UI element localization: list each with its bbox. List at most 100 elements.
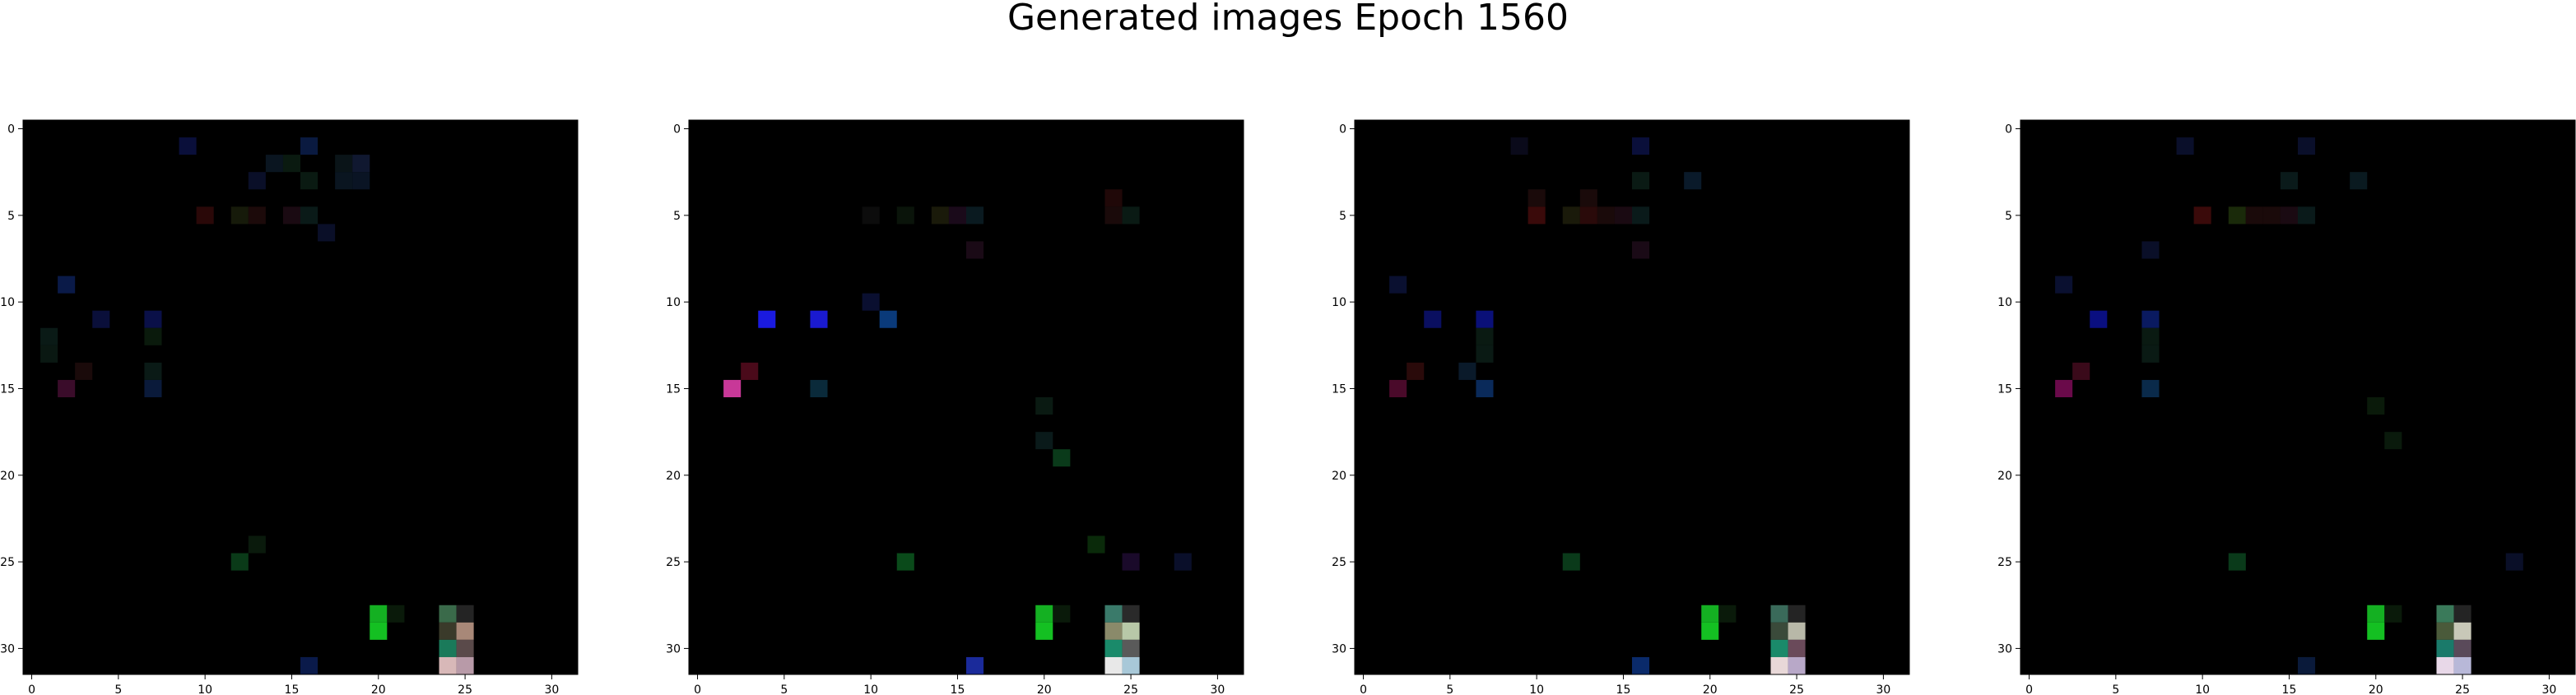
y-tick-label: 30 <box>666 642 681 656</box>
image-pixel <box>2436 639 2454 657</box>
image-pixel <box>1632 172 1650 190</box>
image-pixel <box>2436 622 2454 640</box>
y-tick-label: 5 <box>7 210 15 223</box>
image-pixel <box>1174 553 1192 571</box>
image-pixel <box>862 293 880 311</box>
image-pixel <box>1104 605 1123 623</box>
image-pixel <box>966 206 984 225</box>
image-pixel <box>230 206 249 225</box>
image-pixel <box>1476 310 1494 328</box>
image-pixel <box>2176 137 2194 155</box>
image-pixel <box>2141 327 2160 345</box>
image-pixel <box>144 310 162 328</box>
image-pixel <box>1527 206 1546 225</box>
image-pixel <box>1035 622 1053 640</box>
image-pixel <box>1770 622 1788 640</box>
image-pixel <box>439 622 457 640</box>
image-pixel <box>456 622 474 640</box>
x-tick-label: 5 <box>780 683 788 695</box>
image-panel-4: 0 5 10 15 20 25 30 0 5 10 15 20 25 30 <box>1997 119 2576 695</box>
image-pixel <box>2453 622 2471 640</box>
image-pixel <box>2228 206 2246 225</box>
y-tick-label: 15 <box>1997 382 2012 396</box>
image-background <box>2020 120 2575 674</box>
x-tick-label: 0 <box>28 683 35 695</box>
x-tick-label: 10 <box>1529 683 1544 695</box>
image-pixel <box>387 605 405 623</box>
image-pixel <box>1770 605 1788 623</box>
image-pixel <box>1632 241 1650 259</box>
image-pixel <box>2367 622 2385 640</box>
image-pixel <box>2453 656 2471 674</box>
image-pixel <box>896 206 914 225</box>
image-pixel <box>58 379 76 397</box>
image-pixel <box>2298 206 2316 225</box>
y-tick-label: 10 <box>1332 296 1346 309</box>
x-tick-label: 20 <box>1703 683 1718 695</box>
image-pixel <box>144 379 162 397</box>
image-pixel <box>1053 449 1071 467</box>
image-pixel <box>723 379 742 397</box>
image-pixel <box>2350 172 2368 190</box>
x-tick-label: 0 <box>2025 683 2033 695</box>
image-pixel <box>1104 189 1123 207</box>
y-tick-label: 25 <box>666 556 681 569</box>
image-pixel <box>1122 206 1140 225</box>
image-pixel <box>1701 622 1719 640</box>
image-pixel <box>2090 310 2108 328</box>
image-pixel <box>75 362 93 380</box>
y-tick-label: 30 <box>1332 642 1346 656</box>
image-pixel <box>1476 345 1494 363</box>
image-pixel <box>1424 310 1442 328</box>
image-pixel <box>230 553 249 571</box>
y-tick-label: 25 <box>1997 556 2012 569</box>
x-tick-label: 10 <box>2195 683 2210 695</box>
image-pixel <box>2245 206 2263 225</box>
image-pixel <box>1632 206 1650 225</box>
axes-frame <box>22 119 579 675</box>
image-pixel <box>1122 639 1140 657</box>
x-tick-label: 5 <box>114 683 122 695</box>
image-pixel <box>2453 639 2471 657</box>
image-pixel <box>1684 172 1702 190</box>
y-tick-label: 5 <box>1339 210 1346 223</box>
x-tick-label: 15 <box>2282 683 2297 695</box>
image-pixel <box>1104 656 1123 674</box>
x-tick-label: 20 <box>371 683 386 695</box>
image-pixel <box>931 206 949 225</box>
x-tick-label: 10 <box>863 683 878 695</box>
image-pixel <box>1389 276 1407 294</box>
image-pixel <box>248 172 266 190</box>
image-pixel <box>2453 605 2471 623</box>
image-pixel <box>2298 656 2316 674</box>
y-tick-label: 20 <box>1332 470 1346 483</box>
image-pixel <box>2280 206 2298 225</box>
image-pixel <box>2072 362 2090 380</box>
image-pixel <box>335 172 353 190</box>
x-tick-label: 30 <box>2541 683 2556 695</box>
image-pixel <box>40 327 58 345</box>
image-pixel <box>179 137 197 155</box>
image-pixel <box>1104 622 1123 640</box>
image-background <box>1355 120 1909 674</box>
image-pixel <box>2262 206 2281 225</box>
image-panel-3: 0 5 10 15 20 25 30 0 5 10 15 20 25 30 <box>1332 119 1910 695</box>
image-pixel <box>1788 656 1806 674</box>
image-pixel <box>966 241 984 259</box>
image-pixel <box>758 310 776 328</box>
image-panel-2: 0 5 10 15 20 25 30 0 5 10 15 20 25 30 <box>666 119 1244 695</box>
y-tick-label: 15 <box>0 382 15 396</box>
image-pixel <box>741 362 759 380</box>
x-tick-label: 25 <box>1789 683 1804 695</box>
image-pixel <box>265 155 283 173</box>
image-pixel <box>58 276 76 294</box>
image-pixel <box>862 206 880 225</box>
figure-title: Generated images Epoch 1560 <box>1007 0 1569 39</box>
image-pixel <box>248 535 266 554</box>
image-pixel <box>1104 206 1123 225</box>
y-tick-label: 30 <box>0 642 15 656</box>
y-tick-label: 0 <box>2005 123 2012 137</box>
image-pixel <box>966 656 984 674</box>
x-tick-label: 15 <box>951 683 965 695</box>
y-tick-label: 20 <box>666 470 681 483</box>
